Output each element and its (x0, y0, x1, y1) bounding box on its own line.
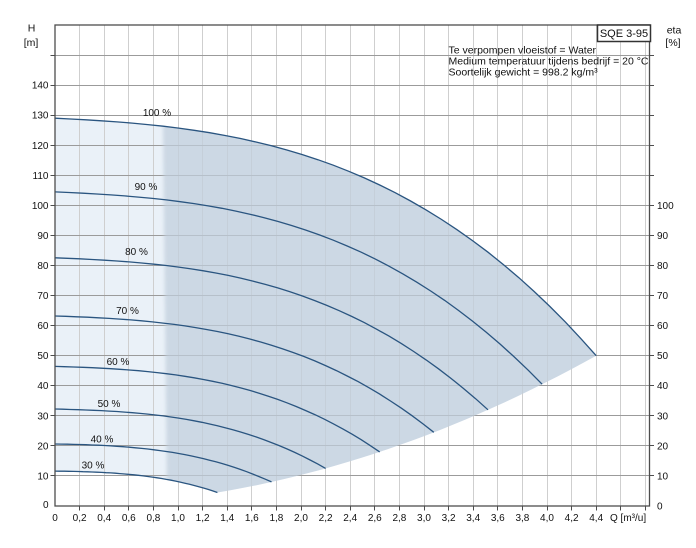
svg-text:0: 0 (657, 502, 663, 513)
svg-text:0,8: 0,8 (146, 513, 160, 524)
svg-text:3,2: 3,2 (442, 513, 456, 524)
svg-text:90: 90 (37, 231, 49, 242)
svg-text:1,2: 1,2 (196, 513, 210, 524)
svg-text:[m]: [m] (24, 37, 39, 49)
svg-text:4,4: 4,4 (589, 513, 603, 524)
svg-text:70: 70 (37, 291, 49, 302)
svg-text:20: 20 (37, 441, 49, 452)
svg-text:2,4: 2,4 (343, 513, 357, 524)
svg-text:100: 100 (657, 201, 674, 212)
svg-text:10: 10 (37, 471, 49, 482)
svg-text:60: 60 (37, 321, 49, 332)
svg-text:1,0: 1,0 (171, 513, 185, 524)
svg-text:100 %: 100 % (143, 108, 171, 119)
svg-text:2,8: 2,8 (392, 513, 406, 524)
svg-text:40: 40 (657, 381, 669, 392)
svg-text:1,4: 1,4 (220, 513, 234, 524)
svg-text:2,0: 2,0 (294, 513, 308, 524)
svg-text:110: 110 (33, 171, 49, 182)
svg-text:Te verpompen vloeistof = Water: Te verpompen vloeistof = Water (449, 45, 597, 57)
svg-text:70 %: 70 % (116, 306, 139, 317)
svg-text:[%]: [%] (665, 37, 680, 49)
svg-text:50 %: 50 % (98, 399, 121, 410)
svg-text:1,6: 1,6 (245, 513, 259, 524)
svg-text:130: 130 (32, 111, 49, 122)
svg-text:0,4: 0,4 (97, 513, 111, 524)
svg-text:50: 50 (37, 351, 49, 362)
svg-text:0,6: 0,6 (122, 513, 136, 524)
svg-text:90 %: 90 % (135, 182, 158, 193)
svg-text:140: 140 (32, 81, 49, 92)
svg-text:3,0: 3,0 (417, 513, 431, 524)
svg-text:120: 120 (32, 141, 49, 152)
svg-text:10: 10 (657, 471, 669, 482)
svg-text:20: 20 (657, 441, 669, 452)
svg-text:50: 50 (657, 351, 669, 362)
svg-text:60: 60 (657, 321, 669, 332)
svg-text:4,2: 4,2 (565, 513, 579, 524)
svg-text:4,0: 4,0 (540, 513, 554, 524)
svg-text:2,6: 2,6 (368, 513, 382, 524)
svg-text:80 %: 80 % (125, 247, 148, 258)
svg-text:40 %: 40 % (91, 435, 114, 446)
svg-text:40: 40 (37, 381, 49, 392)
svg-text:H: H (28, 23, 36, 35)
svg-text:Soortelijk gewicht = 998.2 kg/: Soortelijk gewicht = 998.2 kg/m³ (449, 67, 599, 79)
svg-text:80: 80 (657, 261, 669, 272)
svg-text:0,2: 0,2 (73, 513, 87, 524)
svg-text:100: 100 (32, 201, 49, 212)
svg-text:3,6: 3,6 (491, 513, 505, 524)
svg-text:1,8: 1,8 (269, 513, 283, 524)
svg-text:90: 90 (657, 231, 669, 242)
svg-text:60 %: 60 % (107, 357, 130, 368)
svg-text:2,2: 2,2 (319, 513, 333, 524)
svg-text:70: 70 (657, 291, 669, 302)
svg-text:eta: eta (667, 25, 682, 37)
svg-text:30: 30 (657, 411, 669, 422)
svg-text:0: 0 (43, 500, 49, 511)
svg-text:Medium temperatuur tijdens bed: Medium temperatuur tijdens bedrijf = 20 … (449, 56, 649, 68)
svg-text:30 %: 30 % (82, 461, 105, 472)
svg-text:3,4: 3,4 (466, 513, 480, 524)
svg-text:Q [m³/u]: Q [m³/u] (610, 513, 646, 524)
svg-text:80: 80 (37, 261, 49, 272)
svg-text:0: 0 (52, 513, 58, 524)
svg-text:30: 30 (37, 411, 49, 422)
svg-text:3,8: 3,8 (515, 513, 529, 524)
svg-text:SQE 3-95: SQE 3-95 (600, 28, 648, 40)
